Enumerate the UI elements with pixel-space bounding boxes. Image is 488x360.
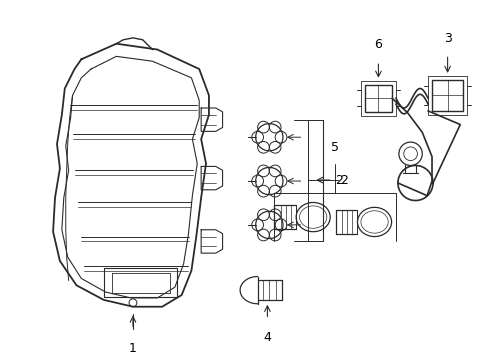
Text: 5: 5 [330,141,338,154]
Text: 2: 2 [335,174,343,186]
Text: 4: 4 [263,331,271,344]
Text: 3: 3 [443,32,450,45]
Text: 1: 1 [129,342,137,355]
Text: 2: 2 [340,174,347,186]
Text: 6: 6 [374,39,382,51]
